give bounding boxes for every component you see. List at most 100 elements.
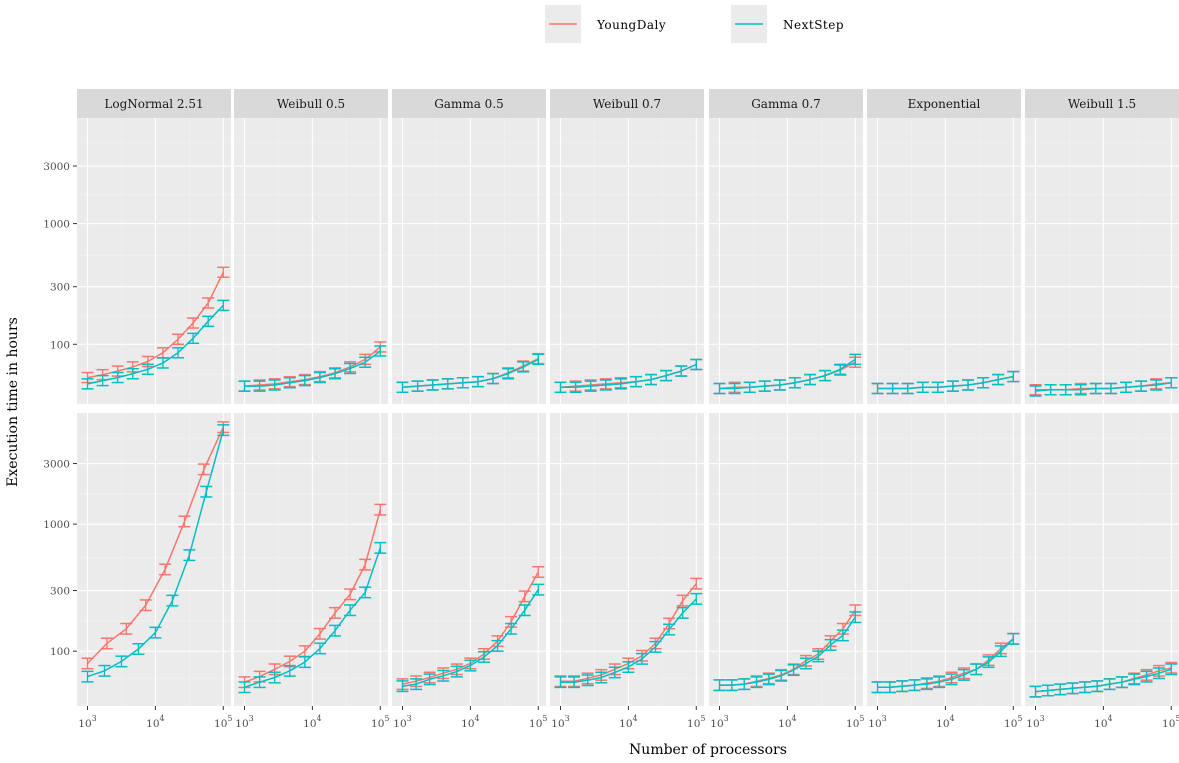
x-tick-label: 103 bbox=[393, 714, 411, 730]
legend: YoungDaly NextStep bbox=[545, 5, 844, 43]
error-bar bbox=[849, 611, 862, 624]
series-line bbox=[719, 616, 856, 686]
strip: Weibull 0.5 bbox=[234, 89, 388, 118]
strip: Gamma 0.7 bbox=[709, 89, 863, 118]
error-bar bbox=[1078, 681, 1091, 694]
error-bar bbox=[329, 606, 342, 619]
error-bar bbox=[410, 678, 423, 691]
facet-panel bbox=[234, 118, 388, 404]
error-bar bbox=[298, 656, 311, 669]
series-line bbox=[244, 509, 382, 683]
error-bar bbox=[156, 357, 169, 369]
error-bar bbox=[788, 377, 801, 389]
error-bar bbox=[502, 367, 515, 380]
error-bar bbox=[268, 671, 281, 684]
facet-panel bbox=[77, 413, 231, 706]
error-bar bbox=[115, 655, 128, 668]
series-line bbox=[244, 547, 382, 688]
error-bar bbox=[871, 382, 884, 395]
x-tick-label: 103 bbox=[78, 714, 96, 730]
series-line bbox=[877, 638, 1014, 688]
x-tick-label: 105 bbox=[846, 714, 864, 730]
x-tick-label: 103 bbox=[710, 714, 728, 730]
error-bar bbox=[100, 637, 113, 650]
y-tick-label: 100 bbox=[50, 339, 70, 351]
error-bar bbox=[762, 673, 775, 686]
error-bar bbox=[477, 650, 490, 663]
error-bar bbox=[183, 549, 196, 562]
error-bar bbox=[81, 378, 94, 390]
error-bar bbox=[172, 333, 185, 346]
error-bar bbox=[758, 380, 771, 392]
error-bar bbox=[676, 606, 689, 619]
error-bar bbox=[344, 362, 357, 375]
error-bar bbox=[450, 665, 463, 678]
error-bar bbox=[329, 367, 342, 380]
error-bar bbox=[750, 676, 763, 689]
facet-panel bbox=[392, 413, 546, 706]
x-tick-label: 105 bbox=[1004, 714, 1022, 730]
error-bar bbox=[464, 659, 477, 672]
error-bar bbox=[649, 640, 662, 653]
error-bar bbox=[111, 371, 124, 384]
error-bar bbox=[994, 645, 1007, 658]
error-bar bbox=[690, 592, 703, 605]
series-line bbox=[87, 271, 224, 379]
error-bar bbox=[437, 669, 450, 682]
error-bar bbox=[518, 590, 531, 603]
series-line bbox=[1035, 381, 1172, 392]
error-bar bbox=[824, 638, 837, 651]
series-line bbox=[719, 358, 856, 390]
error-bar bbox=[799, 657, 812, 670]
strip: Gamma 0.5 bbox=[392, 89, 546, 118]
error-bar bbox=[957, 668, 970, 681]
error-bar bbox=[344, 588, 357, 601]
error-bar bbox=[217, 299, 230, 312]
error-bar bbox=[313, 627, 326, 640]
error-bar bbox=[149, 626, 162, 639]
error-bar bbox=[1007, 632, 1020, 645]
error-bar bbox=[713, 382, 726, 395]
error-bar bbox=[901, 382, 914, 395]
strip-label: Weibull 1.5 bbox=[1068, 97, 1136, 111]
error-bar bbox=[554, 676, 567, 689]
error-bar bbox=[1089, 382, 1102, 395]
error-bar bbox=[238, 380, 251, 392]
facet-panel bbox=[709, 413, 863, 706]
error-bar bbox=[359, 558, 372, 571]
error-bar bbox=[660, 369, 673, 382]
error-bar bbox=[645, 373, 658, 386]
panel-background bbox=[392, 413, 546, 706]
error-bar bbox=[614, 378, 627, 390]
y-tick-label: 3000 bbox=[43, 459, 70, 471]
error-bar bbox=[178, 515, 191, 528]
x-tick-label: 103 bbox=[1026, 714, 1044, 730]
strip-label: Weibull 0.7 bbox=[593, 97, 661, 111]
error-bar bbox=[98, 664, 111, 677]
strip: Weibull 1.5 bbox=[1025, 89, 1179, 118]
facet-panel bbox=[550, 413, 704, 706]
panel-background bbox=[550, 118, 704, 404]
error-bar bbox=[132, 642, 145, 656]
strip-label: Weibull 0.5 bbox=[277, 97, 345, 111]
error-bar bbox=[197, 463, 210, 476]
error-bar bbox=[329, 624, 342, 637]
panel-background bbox=[867, 413, 1021, 706]
x-tick-label: 105 bbox=[371, 714, 389, 730]
error-bar bbox=[773, 379, 786, 391]
legend-entry: YoungDaly bbox=[545, 5, 666, 43]
error-bar bbox=[690, 577, 703, 590]
error-bar bbox=[344, 604, 357, 617]
facet-panel bbox=[1025, 118, 1179, 404]
error-bar bbox=[834, 363, 847, 376]
error-bar bbox=[804, 373, 817, 386]
strip-background bbox=[77, 89, 231, 118]
x-tick-label: 104 bbox=[619, 714, 637, 730]
error-bar bbox=[584, 380, 597, 392]
facet-strips: LogNormal 2.51 Weibull 0.5 Gamma 0.5 Weibul… bbox=[77, 89, 1179, 118]
error-bar bbox=[374, 541, 387, 554]
error-bar bbox=[1041, 684, 1054, 697]
x-tick-label: 104 bbox=[778, 714, 796, 730]
error-bar bbox=[1165, 377, 1178, 389]
x-axis-title: Number of processors bbox=[629, 742, 787, 758]
